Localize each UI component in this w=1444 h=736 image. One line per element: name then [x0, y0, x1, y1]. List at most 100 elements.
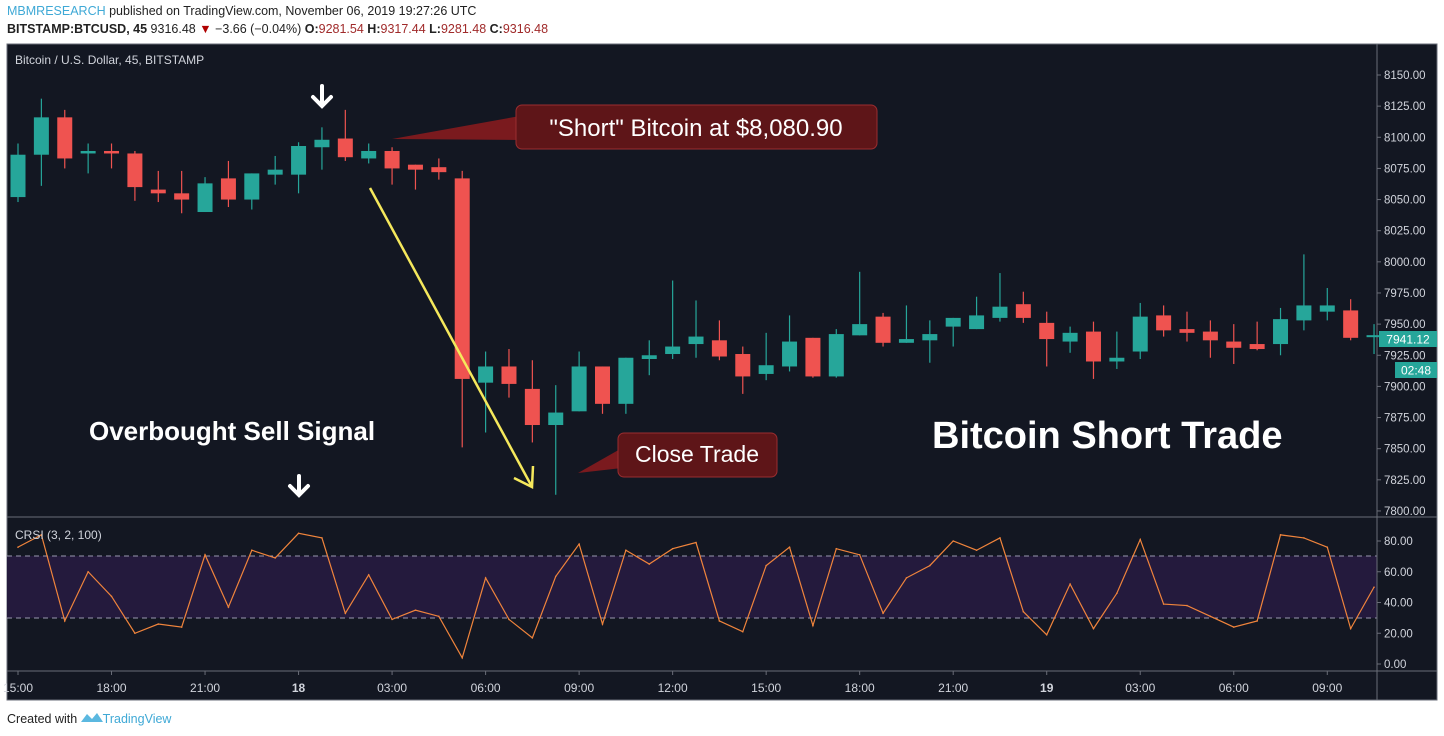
- short-callout-box[interactable]: [515, 104, 878, 150]
- price-pane-legend[interactable]: Bitcoin / U.S. Dollar, 45, BITSTAMP: [15, 53, 204, 67]
- crsi-point: [461, 657, 464, 659]
- footer: Created with TradingView: [7, 711, 171, 726]
- candle: [875, 312, 891, 347]
- crsi-point: [134, 632, 136, 635]
- crsi-point: [251, 549, 253, 552]
- crsi-point: [344, 612, 347, 615]
- candle: [618, 357, 634, 414]
- candle-body: [10, 154, 26, 198]
- publisher-link[interactable]: MBMRESEARCH: [7, 4, 106, 18]
- triangle-down-icon: ▼: [199, 22, 212, 36]
- candle: [104, 143, 120, 169]
- candle: [1249, 321, 1265, 351]
- trend-arrow-icon[interactable]: [368, 187, 535, 489]
- crsi-point: [227, 606, 230, 608]
- headline-text: Bitcoin Short Trade: [932, 415, 1282, 457]
- crsi-point: [321, 537, 323, 539]
- crsi-point: [929, 564, 931, 567]
- crsi-tick-label: 0.00: [1384, 659, 1406, 671]
- candle: [501, 349, 517, 398]
- close-callout-box[interactable]: [617, 432, 778, 478]
- candle-body: [314, 139, 330, 148]
- candle-body: [127, 153, 143, 188]
- candle: [174, 170, 190, 214]
- candle: [1062, 326, 1078, 353]
- price-tick-label: 7950.00: [1384, 319, 1426, 331]
- time-tick-label: 06:00: [1219, 681, 1249, 695]
- signal-text: Overbought Sell Signal: [89, 416, 375, 446]
- candle: [711, 320, 727, 361]
- candle: [33, 98, 49, 186]
- crsi-point: [17, 546, 19, 548]
- candle-body: [291, 145, 307, 175]
- close-value: 9316.48: [502, 22, 549, 36]
- crsi-point: [741, 630, 744, 633]
- crsi-point: [952, 540, 954, 542]
- candle-body: [337, 138, 353, 158]
- candle: [244, 173, 260, 210]
- time-tick-label: 12:00: [658, 681, 688, 695]
- candle: [431, 158, 447, 180]
- candle-body: [478, 366, 494, 383]
- candle: [314, 127, 330, 170]
- candle-body: [407, 164, 423, 170]
- candle: [665, 280, 681, 359]
- candle-body: [197, 183, 213, 213]
- crsi-point: [648, 563, 651, 565]
- candle-body: [828, 334, 844, 377]
- candle-body: [1062, 332, 1078, 342]
- candle-body: [875, 316, 891, 343]
- candle: [10, 143, 26, 203]
- publish-info: MBMRESEARCH published on TradingView.com…: [7, 4, 476, 18]
- candle: [361, 143, 377, 164]
- crsi-point: [1022, 610, 1025, 613]
- price-tick-label: 7875.00: [1384, 413, 1426, 425]
- candle-body: [1202, 331, 1218, 341]
- price-tick-label: 8150.00: [1384, 70, 1426, 82]
- crsi-point: [531, 637, 534, 639]
- candle: [805, 337, 821, 378]
- price-tick-label: 7975.00: [1384, 288, 1426, 300]
- candle-body: [618, 357, 634, 404]
- last-price-label-bg: [1379, 331, 1437, 347]
- candle: [898, 305, 914, 343]
- candle-body: [1226, 341, 1242, 348]
- symbol-info: BITSTAMP:BTCUSD, 45 9316.48 ▼ −3.66 (−0.…: [7, 22, 548, 36]
- candle-body: [1273, 319, 1289, 345]
- crsi-tick-label: 80.00: [1384, 536, 1413, 548]
- arrow-down-icon: [311, 84, 333, 109]
- crsi-point: [1373, 586, 1375, 588]
- candle-body: [1015, 304, 1031, 318]
- high-value: 9317.44: [380, 22, 426, 36]
- price-tick-label: 7900.00: [1384, 381, 1426, 393]
- time-tick-label: 19: [1040, 681, 1054, 695]
- candle-body: [361, 150, 377, 159]
- short-callout-text: "Short" Bitcoin at $8,080.90: [549, 115, 842, 142]
- candle: [57, 109, 73, 169]
- crsi-point: [1186, 604, 1188, 607]
- crsi-point: [554, 575, 557, 578]
- price-tick-label: 7925.00: [1384, 350, 1426, 362]
- candle-body: [665, 346, 681, 355]
- candle: [1132, 302, 1148, 359]
- candle: [595, 366, 610, 414]
- close-callout-text: Close Trade: [635, 441, 759, 467]
- crsi-pane-legend[interactable]: CRSI (3, 2, 100): [15, 528, 102, 542]
- tradingview-link[interactable]: TradingView: [102, 712, 172, 726]
- candle: [852, 271, 868, 336]
- candle-body: [922, 334, 938, 341]
- crsi-point: [274, 557, 276, 559]
- candle: [1343, 299, 1359, 341]
- crsi-point: [63, 620, 66, 622]
- price-tick-label: 8100.00: [1384, 132, 1426, 144]
- low-value: 9281.48: [440, 22, 487, 36]
- arrow-down-icon: [288, 474, 310, 498]
- time-tick-label: 09:00: [1312, 681, 1342, 695]
- candle-body: [711, 340, 727, 357]
- candle-body: [852, 324, 868, 336]
- candle-body: [969, 315, 985, 330]
- candle-body: [1156, 315, 1172, 331]
- candle: [828, 329, 844, 378]
- candle: [1085, 321, 1101, 379]
